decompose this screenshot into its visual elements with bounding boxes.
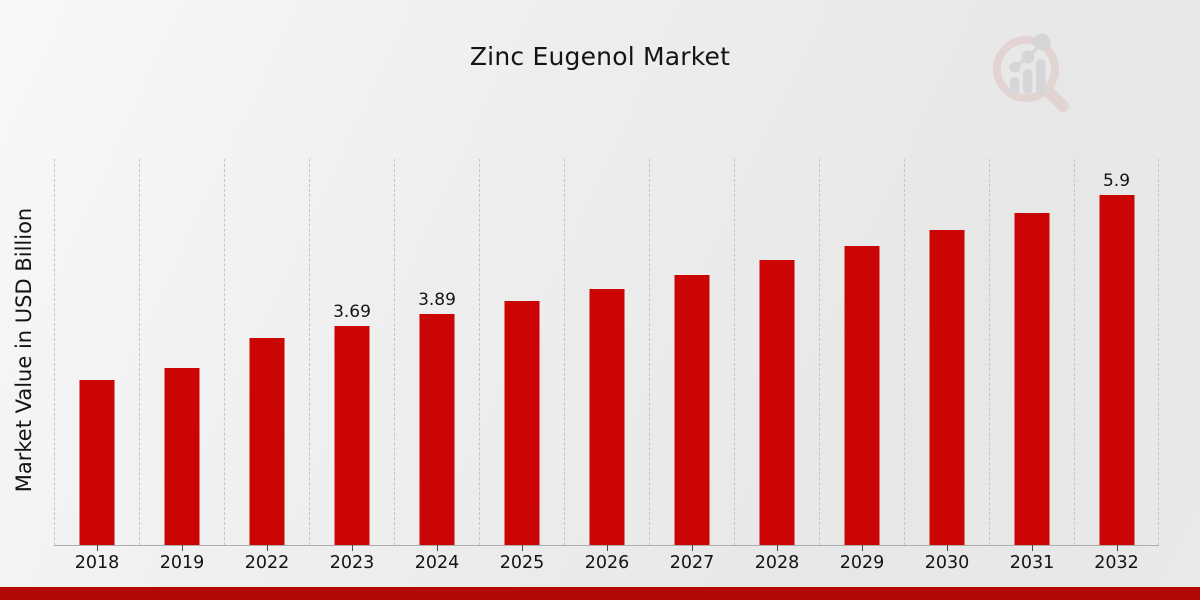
x-axis-tick [777, 545, 778, 551]
x-axis-label-2027: 2027 [669, 553, 715, 573]
bar-2027 [674, 275, 710, 545]
category-column-2023: 3.69 2023 [309, 159, 394, 573]
bar-2031 [1014, 213, 1050, 545]
bar-2019 [164, 367, 200, 545]
category-column-2028: 2028 [734, 159, 819, 573]
x-axis-tick [437, 545, 438, 551]
category-column-2024: 3.89 2024 [394, 159, 479, 573]
category-column-2025: 2025 [479, 159, 564, 573]
chart-title: Zinc Eugenol Market [469, 42, 731, 71]
bar-2022 [249, 338, 285, 545]
x-axis-tick [607, 545, 608, 551]
x-axis-label-2018: 2018 [74, 553, 120, 573]
bar-2029 [844, 245, 880, 545]
category-column-2032: 5.9 2032 [1074, 159, 1159, 573]
x-axis-label-2028: 2028 [754, 553, 800, 573]
category-column-2029: 2029 [819, 159, 904, 573]
y-axis-label: Market Value in USD Billion [12, 207, 37, 493]
category-column-2030: 2030 [904, 159, 989, 573]
category-column-2022: 2022 [224, 159, 309, 573]
bar-value-label-2024: 3.89 [418, 290, 456, 311]
bar-value-label-2023: 3.69 [333, 302, 371, 323]
x-axis-tick [267, 545, 268, 551]
x-axis-tick [1032, 545, 1033, 551]
x-axis-label-2029: 2029 [839, 553, 885, 573]
bar-2030 [929, 229, 965, 545]
bar-2024 [419, 314, 455, 545]
x-axis-label-2031: 2031 [1009, 553, 1055, 573]
x-axis-label-2025: 2025 [499, 553, 545, 573]
footer-banner [0, 587, 1200, 600]
category-column-2031: 2031 [989, 159, 1074, 573]
category-column-2027: 2027 [649, 159, 734, 573]
x-axis-tick [1116, 545, 1118, 551]
plot-area: 2018 2019 2022 3.69 2023 3.89 2024 2025 2026 2027… [54, 159, 1159, 573]
bar-2025 [504, 301, 540, 545]
x-axis-tick [352, 545, 353, 551]
x-axis-tick [862, 545, 863, 551]
x-axis-label-2022: 2022 [244, 553, 290, 573]
bar-2028 [759, 260, 795, 545]
x-axis-label-2030: 2030 [924, 553, 970, 573]
category-column-2018: 2018 [54, 159, 139, 573]
bar-value-label-2032: 5.9 [1102, 171, 1131, 192]
category-column-2026: 2026 [564, 159, 649, 573]
bar-2026 [589, 288, 625, 545]
bar-2023 [334, 326, 370, 545]
x-axis-tick [97, 545, 98, 551]
x-axis-tick [692, 545, 693, 551]
magnifier-bar-chart-logo-icon [993, 33, 1069, 112]
category-column-2019: 2019 [139, 159, 224, 573]
x-axis-tick [182, 545, 183, 551]
bar-2018 [79, 379, 115, 545]
x-axis-label-2032: 2032 [1094, 553, 1139, 573]
x-axis-label-2026: 2026 [584, 553, 630, 573]
x-axis-label-2023: 2023 [329, 553, 375, 573]
x-axis-label-2024: 2024 [414, 553, 460, 573]
x-axis-tick [522, 545, 523, 551]
x-axis-tick [947, 545, 948, 551]
x-axis-label-2019: 2019 [159, 553, 205, 573]
bar-2032 [1099, 195, 1134, 545]
